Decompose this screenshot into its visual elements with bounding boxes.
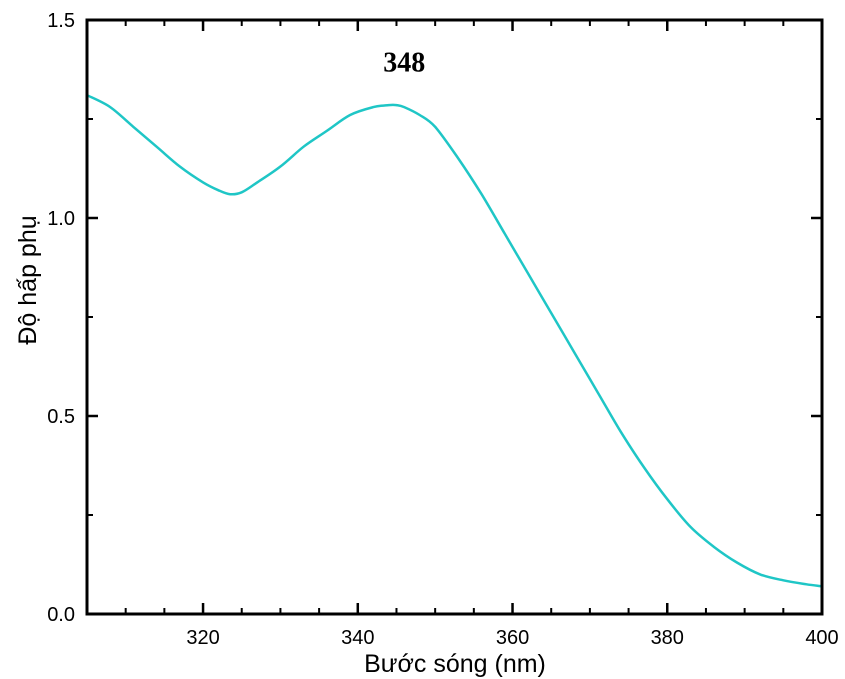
y-axis-title: Độ hấp phụ — [14, 215, 42, 344]
x-tick-labels: 320 340 360 380 400 — [186, 627, 838, 649]
y-tick-label: 1.0 — [47, 208, 75, 230]
x-tick-label: 320 — [186, 627, 219, 649]
y-tick-labels: 0.0 0.5 1.0 1.5 — [47, 10, 75, 626]
series-line — [86, 94, 823, 588]
x-tick-label: 380 — [651, 627, 684, 649]
x-tick-label: 360 — [496, 627, 529, 649]
peak-annotation: 348 — [383, 47, 425, 78]
major-ticks — [87, 18, 824, 616]
x-tick-label: 340 — [341, 627, 374, 649]
x-axis-title: Bước sóng (nm) — [364, 650, 546, 678]
y-tick-label: 1.5 — [47, 10, 75, 32]
plot-frame — [85, 18, 824, 616]
y-tick-label: 0.5 — [47, 406, 75, 428]
minor-ticks — [86, 20, 822, 614]
y-tick-label: 0.0 — [47, 604, 75, 626]
x-tick-label: 400 — [805, 627, 838, 649]
